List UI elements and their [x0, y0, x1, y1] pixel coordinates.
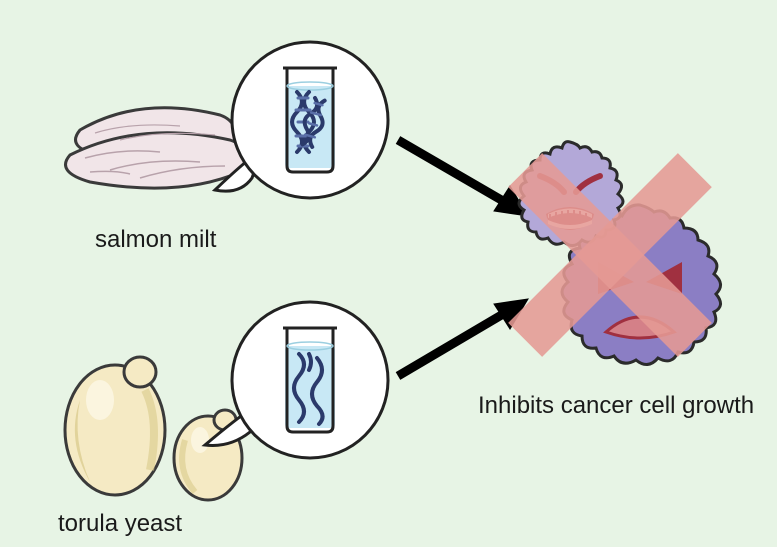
bubble-top — [215, 42, 388, 198]
diagram-canvas: salmon milt torula yeast Inhibits cancer… — [0, 0, 777, 547]
torula-yeast-icon — [65, 357, 242, 500]
salmon-label: salmon milt — [95, 226, 216, 254]
arrow-bottom-icon — [398, 299, 528, 376]
arrow-top-icon — [398, 140, 528, 216]
diagram-svg — [0, 0, 777, 547]
x-mark-icon — [440, 85, 777, 424]
result-label: Inhibits cancer cell growth — [478, 392, 754, 420]
bubble-bottom — [205, 302, 388, 458]
yeast-label: torula yeast — [58, 510, 182, 538]
salmon-milt-icon — [66, 108, 246, 188]
